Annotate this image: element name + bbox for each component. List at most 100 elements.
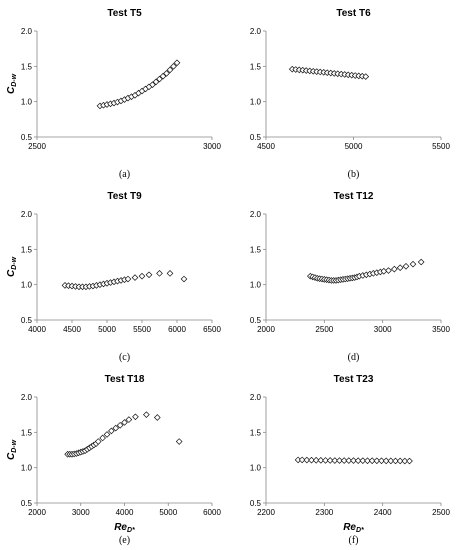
data-point bbox=[156, 270, 163, 277]
x-tick-label: 2500 bbox=[28, 142, 46, 151]
y-tick-label: 1.5 bbox=[21, 245, 33, 254]
data-point bbox=[116, 421, 124, 429]
chart-panel-6: Test T23 0.5 1.0 1.5 2.0 2200 2300 2400 2500 ReD*… bbox=[250, 374, 451, 546]
y-tick-label: 0.5 bbox=[250, 133, 262, 142]
data-point bbox=[345, 457, 353, 464]
x-tick-label: 4000 bbox=[28, 325, 46, 334]
data-point bbox=[131, 274, 139, 281]
y-tick-label: 1.5 bbox=[21, 428, 33, 437]
x-tick-label: 5000 bbox=[159, 508, 177, 517]
data-point bbox=[373, 457, 381, 465]
data-point bbox=[298, 456, 306, 464]
x-tick-label: 3000 bbox=[72, 508, 90, 517]
x-axis-label-subscript: D* bbox=[356, 527, 364, 534]
y-axis-label: CD-w bbox=[6, 439, 18, 460]
data-point bbox=[336, 457, 343, 464]
x-tick-label: 3000 bbox=[203, 142, 221, 151]
data-point bbox=[308, 456, 315, 464]
data-point bbox=[149, 81, 156, 89]
data-point bbox=[385, 267, 392, 274]
data-point bbox=[391, 265, 398, 273]
y-tick-label: 0.5 bbox=[21, 133, 33, 142]
y-tick-label: 1.0 bbox=[250, 464, 262, 473]
data-point bbox=[108, 427, 115, 435]
data-point bbox=[362, 73, 370, 80]
y-tick-label: 2.0 bbox=[21, 393, 33, 402]
y-tick-label: 0.5 bbox=[250, 316, 262, 325]
chart-title: Test T18 bbox=[105, 374, 145, 385]
y-axis-label-subscript: D-w bbox=[11, 439, 18, 452]
y-tick-label: 2.0 bbox=[21, 210, 33, 219]
data-point bbox=[364, 457, 371, 465]
y-tick-label: 1.0 bbox=[250, 98, 262, 107]
data-point bbox=[317, 456, 325, 464]
x-tick-label: 4500 bbox=[63, 325, 81, 334]
data-point bbox=[170, 63, 177, 70]
y-tick-label: 1.0 bbox=[21, 281, 33, 290]
data-point bbox=[396, 457, 404, 465]
chart-title: Test T6 bbox=[336, 8, 371, 19]
data-point bbox=[417, 258, 425, 266]
data-point bbox=[359, 457, 367, 464]
data-point bbox=[368, 457, 376, 465]
y-tick-label: 2.0 bbox=[250, 393, 262, 402]
x-tick-label: 5000 bbox=[345, 142, 363, 151]
data-point bbox=[166, 66, 174, 74]
data-point bbox=[396, 264, 404, 272]
data-point bbox=[99, 434, 106, 442]
data-point bbox=[402, 262, 410, 270]
y-tick-label: 2.0 bbox=[250, 27, 262, 36]
data-point bbox=[322, 457, 329, 464]
data-point bbox=[138, 272, 146, 280]
data-point bbox=[145, 271, 153, 279]
subcaption: (c) bbox=[119, 352, 130, 363]
x-tick-label: 6000 bbox=[203, 508, 221, 517]
data-point bbox=[409, 260, 417, 268]
y-tick-label: 1.5 bbox=[21, 62, 33, 71]
data-point bbox=[180, 275, 188, 283]
y-tick-label: 1.5 bbox=[250, 428, 262, 437]
chart-title: Test T12 bbox=[334, 191, 374, 202]
data-point bbox=[326, 457, 334, 464]
data-point bbox=[112, 424, 120, 432]
chart-panel-1: Test T5 0.5 1.0 1.5 2.0 2500 3000 CD-w (a) bbox=[6, 8, 221, 180]
y-axis-label-subscript: D-w bbox=[11, 73, 18, 86]
data-point bbox=[132, 413, 139, 421]
x-tick-label: 4500 bbox=[257, 142, 275, 151]
x-tick-label: 6500 bbox=[203, 325, 221, 334]
x-tick-label: 2500 bbox=[315, 325, 333, 334]
data-point bbox=[331, 457, 339, 464]
data-point bbox=[163, 70, 170, 77]
data-point bbox=[175, 438, 183, 445]
data-point bbox=[382, 457, 390, 465]
x-tick-label: 5500 bbox=[133, 325, 151, 334]
x-axis-label: ReD* bbox=[343, 522, 364, 534]
data-point bbox=[121, 419, 128, 426]
data-point bbox=[340, 457, 348, 464]
x-tick-label: 6000 bbox=[168, 325, 186, 334]
data-point bbox=[401, 457, 409, 465]
data-point bbox=[312, 456, 320, 464]
data-point bbox=[125, 416, 133, 423]
data-point bbox=[406, 457, 413, 465]
subcaption: (b) bbox=[348, 169, 360, 180]
chart-panel-5: Test T18 0.5 1.0 1.5 2.0 2000 3000 4000 5000 6000… bbox=[6, 374, 221, 546]
data-point bbox=[79, 283, 86, 291]
x-tick-label: 2400 bbox=[374, 508, 392, 517]
data-point bbox=[166, 270, 174, 277]
data-point bbox=[392, 457, 399, 465]
chart-title: Test T23 bbox=[334, 374, 374, 385]
y-tick-label: 0.5 bbox=[21, 316, 33, 325]
x-axis-label-subscript: D* bbox=[127, 527, 135, 534]
data-point bbox=[143, 411, 150, 418]
y-axis-label: CD-w bbox=[6, 73, 18, 94]
data-point bbox=[103, 431, 111, 438]
x-tick-label: 2200 bbox=[257, 508, 275, 517]
y-axis-label-subscript: D-w bbox=[11, 256, 18, 269]
x-tick-label: 2300 bbox=[315, 508, 333, 517]
chart-title: Test T5 bbox=[107, 8, 142, 19]
subcaption: (a) bbox=[119, 169, 130, 180]
data-point bbox=[156, 75, 163, 83]
chart-panel-4: Test T12 0.5 1.0 1.5 2.0 2000 2500 3000 3500 (d) bbox=[250, 191, 451, 363]
x-tick-label: 2000 bbox=[257, 325, 275, 334]
